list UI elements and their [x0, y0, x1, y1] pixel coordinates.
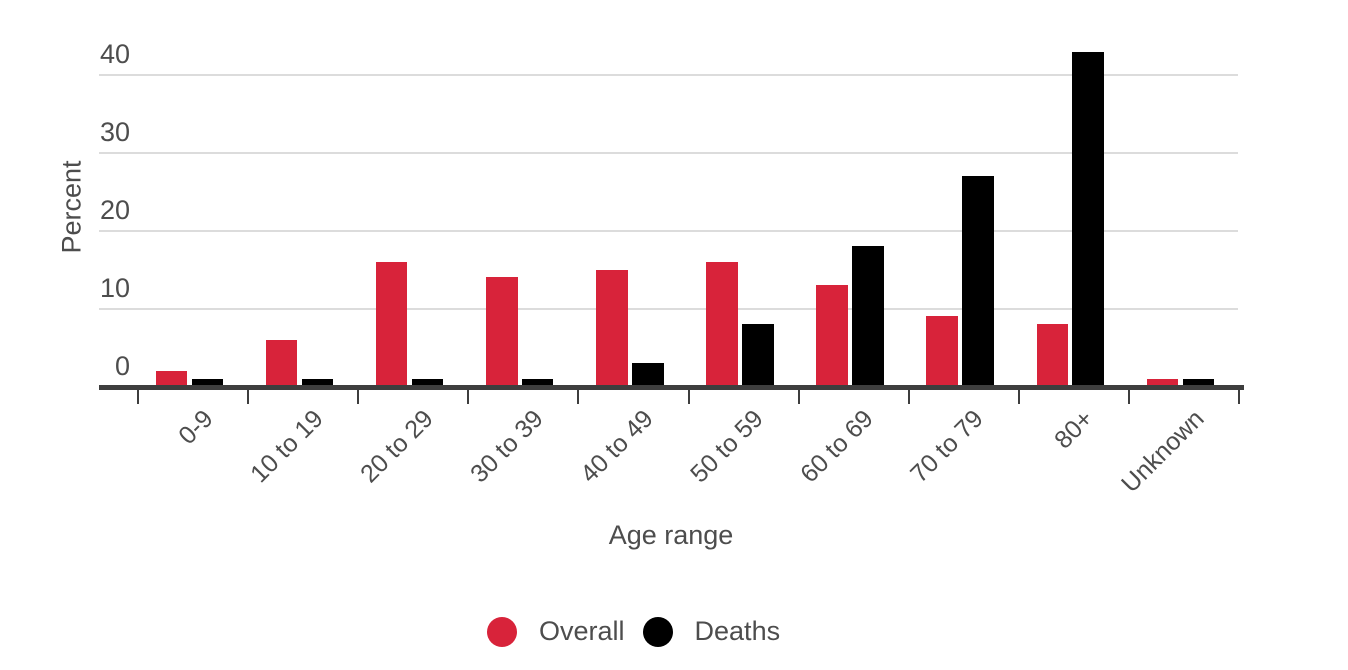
- y-axis-tick-label-40: 40: [99, 39, 130, 69]
- x-axis-category-label-80: 80+: [1049, 404, 1100, 455]
- legend-swatch-deaths: [642, 616, 673, 647]
- x-axis-category-label-70-to-79: 70 to 79: [905, 404, 990, 489]
- bar-overall-0-9: [155, 370, 188, 387]
- x-axis-tick: [687, 390, 690, 404]
- bar-deaths-0-9: [191, 378, 224, 387]
- x-axis-baseline: [99, 385, 1244, 390]
- x-axis-tick: [1017, 390, 1020, 404]
- gridline-30: [99, 151, 1238, 154]
- bar-overall-20-to-29: [375, 261, 408, 387]
- x-axis-tick: [907, 390, 910, 404]
- legend-swatch-overall: [487, 616, 517, 647]
- bar-deaths-60-to-69: [852, 246, 884, 387]
- x-axis-category-label-10-to-19: 10 to 19: [244, 404, 329, 489]
- legend: Overall Deaths: [487, 616, 798, 647]
- bar-deaths-40-to-49: [632, 363, 664, 387]
- x-axis-category-label-60-to-69: 60 to 69: [795, 404, 880, 489]
- bar-overall-30-to-39: [486, 277, 518, 387]
- bar-deaths-20-to-29: [411, 378, 444, 387]
- x-axis-tick: [1127, 390, 1130, 404]
- bar-overall-unknown: [1146, 378, 1179, 387]
- gridline-10: [99, 307, 1238, 310]
- x-axis-category-label-30-to-39: 30 to 39: [465, 404, 549, 489]
- bar-overall-10-to-19: [265, 339, 298, 387]
- x-axis-category-label-0-9: 0-9: [173, 404, 219, 450]
- bar-deaths-unknown: [1182, 378, 1215, 387]
- gridline-20: [99, 229, 1238, 232]
- x-axis-category-label-unknown: Unknown: [1115, 404, 1210, 499]
- y-axis-title: Percent: [56, 160, 87, 254]
- bar-overall-50-to-59: [706, 261, 738, 387]
- bar-overall-40-to-49: [596, 269, 628, 387]
- legend-label-deaths: Deaths: [694, 616, 781, 646]
- x-axis-tick: [137, 390, 139, 404]
- bar-overall-70-to-79: [926, 316, 958, 387]
- x-axis-tick: [1238, 390, 1240, 404]
- bar-overall-60-to-69: [816, 285, 848, 387]
- x-axis-category-label-40-to-49: 40 to 49: [575, 404, 659, 489]
- y-axis-tick-label-10: 10: [99, 272, 130, 303]
- bar-deaths-30-to-39: [521, 378, 554, 387]
- y-axis-tick-label-30: 30: [99, 116, 130, 147]
- x-axis-category-label-50-to-59: 50 to 59: [685, 404, 769, 489]
- x-axis-tick: [247, 390, 250, 404]
- y-axis-tick-label-0: 0: [114, 350, 130, 381]
- bar-overall-80: [1036, 324, 1069, 387]
- bar-deaths-80: [1072, 51, 1104, 387]
- x-axis-title: Age range: [608, 520, 734, 550]
- legend-label-overall: Overall: [539, 616, 625, 646]
- x-axis-tick: [797, 390, 800, 404]
- x-axis-tick: [577, 390, 580, 404]
- x-axis-tick: [467, 390, 470, 404]
- bar-deaths-50-to-59: [742, 324, 774, 387]
- x-axis-category-label-20-to-29: 20 to 29: [354, 404, 439, 489]
- bar-deaths-70-to-79: [962, 176, 994, 387]
- x-axis-tick: [357, 390, 360, 404]
- gridline-40: [99, 74, 1238, 76]
- y-axis-tick-label-20: 20: [99, 194, 130, 225]
- bar-deaths-10-to-19: [301, 378, 334, 387]
